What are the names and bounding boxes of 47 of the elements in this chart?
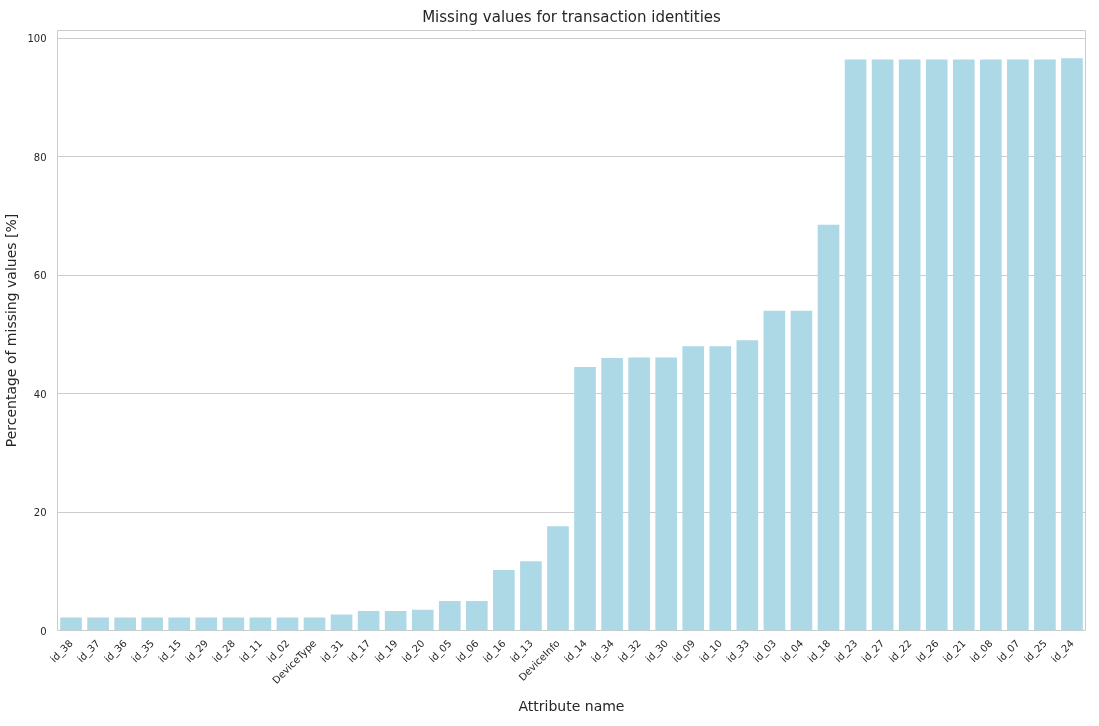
bar	[114, 617, 136, 631]
bar	[222, 617, 245, 631]
bar	[168, 617, 191, 631]
bar	[655, 357, 678, 631]
bar	[790, 310, 813, 631]
x-axis-title: Attribute name	[518, 697, 625, 714]
bar	[303, 617, 326, 631]
bar	[601, 358, 623, 631]
bar	[493, 570, 515, 631]
y-tick-label: 40	[33, 388, 47, 400]
y-axis-title: Percentage of missing values [%]	[3, 213, 20, 448]
bar	[357, 610, 380, 631]
bar	[898, 59, 921, 631]
bar	[736, 340, 759, 631]
bar	[249, 617, 272, 631]
bar	[871, 59, 894, 631]
bar	[682, 346, 705, 631]
bar	[384, 610, 407, 631]
y-tick-label: 100	[27, 33, 47, 45]
bar	[1061, 58, 1083, 631]
bar	[817, 224, 840, 631]
bar	[276, 617, 299, 631]
bar	[1007, 59, 1029, 631]
bar	[709, 346, 732, 631]
bar	[87, 617, 109, 631]
bar	[979, 59, 1002, 631]
bar	[438, 600, 461, 631]
bar	[465, 600, 488, 631]
bar	[195, 617, 218, 631]
chart-title: Missing values for transaction identities	[422, 7, 722, 26]
bar	[628, 357, 650, 631]
y-tick-label: 0	[40, 625, 47, 637]
bar	[952, 59, 975, 631]
bar	[574, 366, 596, 631]
y-tick-label: 60	[33, 270, 47, 282]
bar	[330, 614, 353, 631]
bar	[844, 59, 867, 631]
bar	[763, 310, 786, 631]
bar	[925, 59, 948, 631]
bar	[60, 617, 82, 631]
bar	[547, 526, 569, 631]
bar	[1034, 59, 1056, 631]
bar	[141, 617, 164, 631]
y-tick-label: 80	[33, 151, 47, 163]
bar	[520, 561, 542, 631]
bar	[411, 609, 434, 631]
y-tick-label: 20	[33, 507, 47, 519]
